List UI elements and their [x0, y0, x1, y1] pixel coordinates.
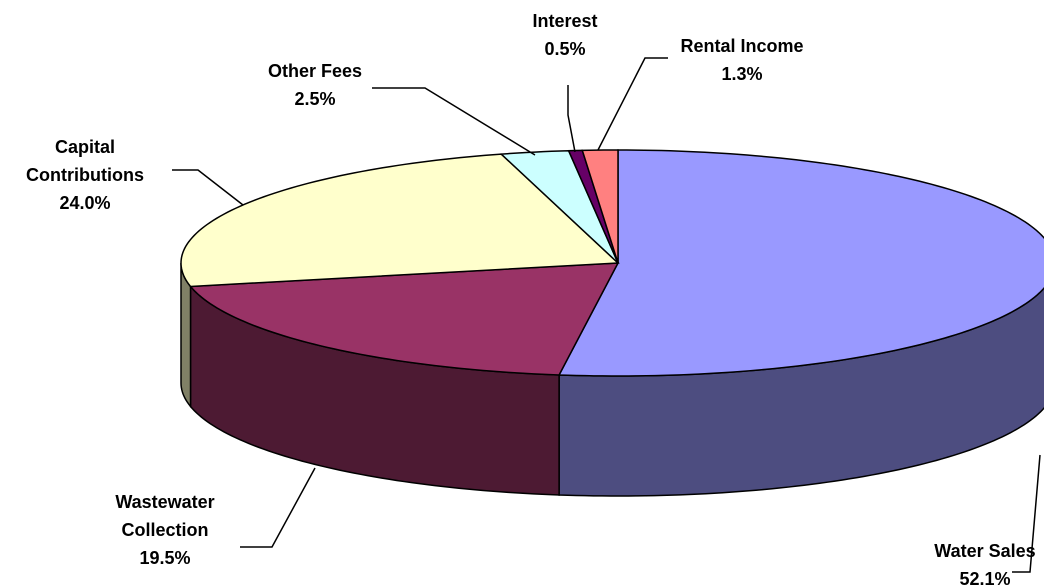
- leader-line: [240, 467, 316, 548]
- slice-label: Wastewater Collection 19.5%: [90, 488, 240, 572]
- slice-label: Water Sales 52.1%: [885, 537, 1044, 588]
- slice: [557, 149, 1044, 377]
- slice-label: Other Fees 2.5%: [235, 57, 395, 113]
- leader-line: [567, 85, 576, 153]
- category-label: Capital Contributions: [26, 137, 144, 185]
- slice: [581, 149, 619, 264]
- value-label: 19.5%: [139, 548, 191, 568]
- pie: [180, 149, 1044, 497]
- value-label: 52.1%: [959, 569, 1011, 588]
- slice-label: Rental Income 1.3%: [652, 32, 832, 88]
- slice: [180, 153, 620, 288]
- category-label: Interest: [532, 11, 598, 31]
- value-label: 24.0%: [59, 193, 111, 213]
- category-label: Wastewater Collection: [115, 492, 215, 540]
- slice: [499, 149, 619, 264]
- leader-line: [1012, 454, 1041, 573]
- slice: [188, 262, 620, 376]
- value-label: 2.5%: [294, 89, 336, 109]
- leader-line: [372, 87, 536, 156]
- slice-label: Interest 0.5%: [505, 7, 625, 63]
- leader-line: [172, 169, 244, 206]
- leader-lines: [172, 57, 1041, 573]
- value-label: 1.3%: [721, 64, 763, 84]
- category-label: Rental Income: [680, 36, 804, 56]
- slice-label: Capital Contributions 24.0%: [15, 133, 155, 217]
- category-label: Water Sales: [934, 541, 1036, 561]
- value-label: 0.5%: [544, 39, 586, 59]
- category-label: Other Fees: [267, 61, 363, 81]
- leader-line: [597, 57, 668, 151]
